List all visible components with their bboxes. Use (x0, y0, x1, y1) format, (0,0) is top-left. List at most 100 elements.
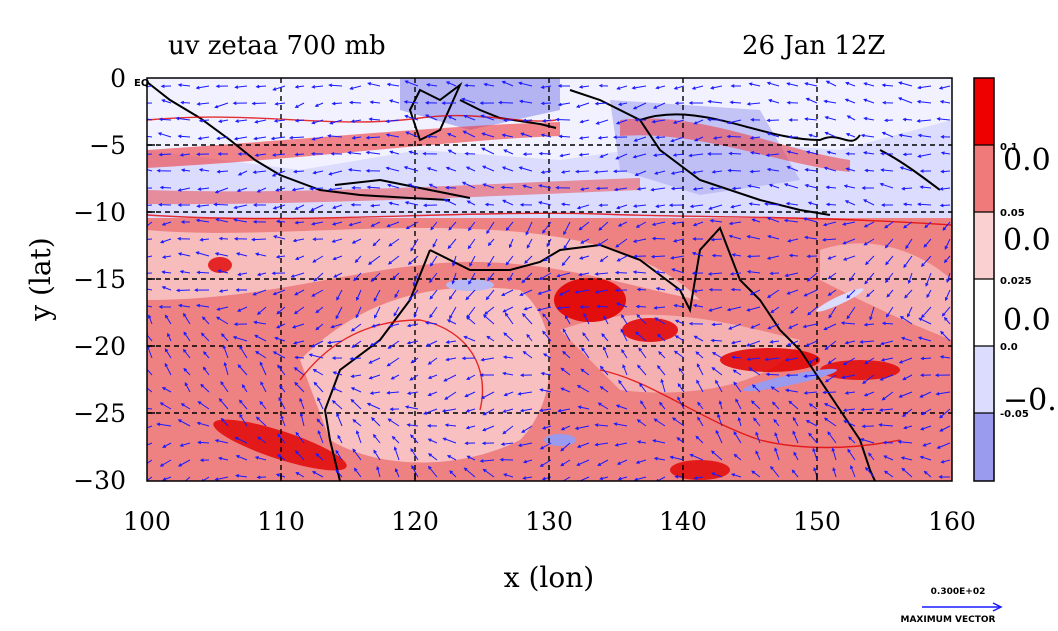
wind-vector-arrow (902, 202, 913, 207)
wind-vector-arrow (939, 355, 951, 359)
wind-vector-arrow (746, 270, 761, 274)
wind-vector-arrow (374, 306, 381, 319)
wind-vector-arrow (277, 454, 286, 461)
wind-vector-arrow (410, 447, 419, 461)
wind-vector-arrow (672, 238, 685, 243)
wind-vector-arrow (594, 289, 609, 294)
wind-vector-arrow (650, 187, 666, 192)
wind-vector-arrow (237, 364, 248, 376)
wind-vector-arrow (428, 183, 438, 189)
wind-vector-arrow (822, 237, 837, 242)
wind-vector-arrow (595, 186, 609, 191)
wind-vector-arrow (917, 133, 932, 138)
wind-vector-arrow (156, 422, 172, 427)
wind-vector-arrow (161, 255, 172, 259)
north-blue-patch (400, 78, 560, 130)
wind-vector-arrow (430, 255, 438, 267)
wind-vector-arrow (180, 403, 191, 410)
wind-vector-arrow (904, 289, 913, 299)
wind-vector-arrow (594, 423, 609, 427)
wind-vector-arrow (311, 136, 324, 141)
wind-vector-arrow (255, 351, 267, 359)
wind-vector-arrow (631, 85, 647, 90)
wind-vector-arrow (526, 238, 533, 249)
wind-vector-arrow (786, 340, 799, 347)
wind-vector-arrow (843, 420, 856, 427)
wind-vector-arrow (487, 238, 495, 247)
wind-vector-arrow (164, 348, 172, 359)
wind-vector-arrow (786, 150, 799, 155)
wind-vector-arrow (766, 81, 780, 87)
wind-vector-arrow (753, 417, 761, 427)
colorbar-level-large: −0. (1003, 383, 1057, 418)
wind-vector-arrow (842, 238, 856, 245)
wind-vector-arrow (620, 328, 628, 342)
wind-vector-arrow (251, 237, 267, 242)
wind-vector-arrow (923, 238, 932, 248)
wind-vector-arrow (274, 336, 286, 342)
wind-vector-arrow (542, 221, 552, 234)
wind-vector-arrow (845, 152, 856, 156)
wind-vector-arrow (463, 114, 476, 121)
wind-vector-arrow (214, 252, 229, 257)
wind-vector-arrow (540, 133, 552, 138)
wind-vector-arrow (157, 132, 172, 138)
wind-vector-arrow (617, 221, 628, 227)
wind-vector-arrow (899, 166, 913, 172)
wind-vector-arrow (769, 271, 780, 276)
wind-vector-arrow (310, 221, 324, 226)
wind-vector-arrow (447, 149, 457, 155)
wind-vector-arrow (601, 333, 609, 342)
wind-vector-arrow (350, 398, 362, 410)
wind-vector-arrow (461, 181, 476, 189)
wind-vector-arrow (842, 221, 856, 226)
wind-vector-arrow (774, 447, 780, 461)
wind-vector-arrow (640, 400, 647, 410)
wind-vector-arrow (447, 115, 457, 121)
wind-vector-arrow (327, 134, 343, 138)
wind-vector-arrow (711, 322, 723, 327)
wind-vector-arrow (579, 187, 590, 191)
wind-vector-arrow (864, 466, 875, 478)
wind-vector-arrow (729, 272, 742, 276)
wind-vector-arrow (842, 408, 856, 412)
wind-vector-arrow (692, 289, 704, 293)
wind-vector-arrow (290, 272, 305, 278)
wind-vector-arrow (827, 357, 837, 365)
wind-vector-arrow (387, 255, 400, 265)
wind-vector-arrow (220, 417, 229, 427)
wind-vector-arrow (802, 323, 818, 329)
wind-vector-arrow (371, 323, 381, 328)
wind-vector-arrow (524, 255, 533, 264)
wind-vector-arrow (487, 272, 495, 282)
wind-vector-arrow (763, 202, 780, 206)
wind-vector-arrow (688, 101, 703, 105)
wind-vector-arrow (333, 272, 343, 278)
wind-vector-arrow (560, 459, 571, 467)
wind-vector-arrow (938, 475, 951, 479)
wind-vector-arrow (481, 147, 495, 155)
wind-vector-arrow (366, 185, 381, 190)
wind-vector-arrow (845, 133, 856, 138)
colorbar: 0.1 0.05 0.025 0.0 -0.05 0.0 0.0 0.0 −0. (973, 77, 1057, 482)
wind-vector-arrow (579, 255, 590, 260)
wind-vector-arrow (500, 442, 514, 446)
wind-vector-arrow (748, 82, 761, 87)
wind-vector-arrow (654, 170, 666, 175)
wind-vector-arrow (336, 412, 343, 427)
wind-vector-arrow (926, 289, 932, 299)
wind-vector-arrow (651, 236, 666, 241)
wind-vector-arrow (215, 218, 229, 223)
wind-vector-arrow (783, 183, 799, 189)
wind-vector-arrow (508, 238, 514, 249)
wind-vector-arrow (574, 289, 590, 294)
wind-vector-arrow (464, 151, 476, 156)
wind-vector-arrow (348, 221, 362, 227)
wind-vector-arrow (634, 170, 647, 177)
y-tick-label: −20 (73, 332, 126, 361)
wind-vector-arrow (632, 102, 647, 110)
wind-vector-arrow (583, 312, 590, 325)
wind-vector-arrow (793, 451, 799, 461)
map-time: 26 Jan 12Z (742, 31, 885, 61)
